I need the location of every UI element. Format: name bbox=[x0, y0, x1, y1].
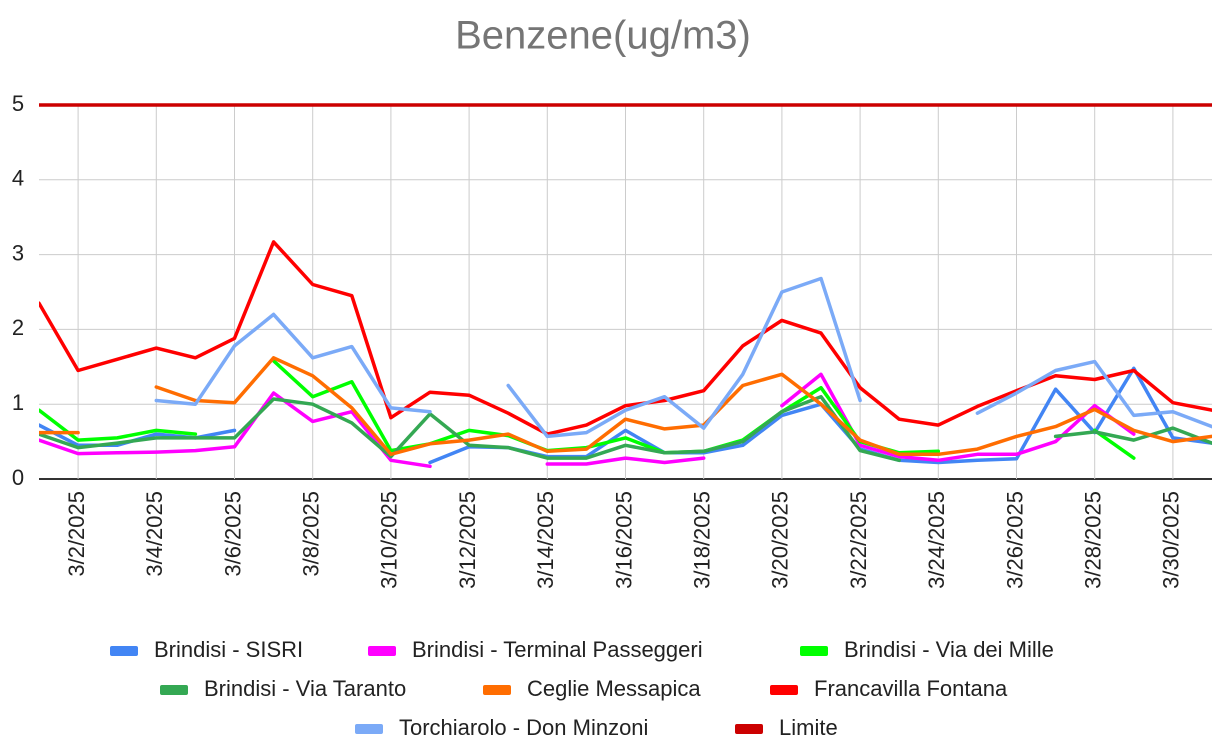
legend-label: Torchiarolo - Don Minzoni bbox=[399, 715, 648, 740]
x-tick-label: 3/22/2025 bbox=[846, 491, 871, 589]
y-tick-label: 0 bbox=[12, 465, 24, 490]
legend-swatch bbox=[735, 724, 763, 734]
y-tick-label: 3 bbox=[12, 240, 24, 265]
legend-label: Limite bbox=[779, 715, 838, 740]
legend-label: Brindisi - Via Taranto bbox=[204, 676, 406, 701]
labels: 0 1 2 3 4 5 3/2/2025 3/4/2025 3/6/2025 3/8/2025 3/… bbox=[12, 91, 1184, 740]
y-tick-label: 1 bbox=[12, 390, 24, 415]
x-tick-label: 3/6/2025 bbox=[220, 491, 245, 577]
series-line bbox=[39, 372, 1136, 469]
y-tick-label: 5 bbox=[12, 91, 24, 116]
legend-label: Francavilla Fontana bbox=[814, 676, 1008, 701]
legend-swatch bbox=[355, 724, 383, 734]
series-line bbox=[39, 356, 1212, 457]
legend-label: Brindisi - Terminal Passeggeri bbox=[412, 637, 703, 662]
x-tick-label: 3/10/2025 bbox=[377, 491, 402, 589]
legend-swatch bbox=[160, 685, 188, 695]
legend-label: Brindisi - Via dei Mille bbox=[844, 637, 1054, 662]
x-tick-label: 3/24/2025 bbox=[924, 491, 949, 589]
plot-area bbox=[39, 103, 1212, 469]
series-line bbox=[39, 394, 1212, 463]
y-tick-label: 2 bbox=[12, 315, 24, 340]
legend-swatch bbox=[770, 685, 798, 695]
chart-title: Benzene(ug/m3) bbox=[455, 14, 751, 58]
y-tick-label: 4 bbox=[12, 166, 24, 191]
x-tick-label: 3/14/2025 bbox=[533, 491, 558, 589]
legend-swatch bbox=[110, 646, 138, 656]
x-tick-label: 3/12/2025 bbox=[455, 491, 480, 589]
legend-swatch bbox=[483, 685, 511, 695]
series-line bbox=[154, 276, 1212, 439]
x-tick-label: 3/4/2025 bbox=[142, 491, 167, 577]
x-tick-label: 3/28/2025 bbox=[1081, 491, 1106, 589]
legend-label: Ceglie Messapica bbox=[527, 676, 701, 701]
x-tick-label: 3/2/2025 bbox=[64, 491, 89, 577]
legend-swatch bbox=[800, 646, 828, 656]
x-tick-label: 3/20/2025 bbox=[768, 491, 793, 589]
legend-label: Brindisi - SISRI bbox=[154, 637, 303, 662]
x-tick-label: 3/26/2025 bbox=[1002, 491, 1027, 589]
x-tick-label: 3/30/2025 bbox=[1159, 491, 1184, 589]
series-line bbox=[39, 240, 1212, 436]
x-tick-label: 3/16/2025 bbox=[611, 491, 636, 589]
x-tick-label: 3/8/2025 bbox=[299, 491, 324, 577]
legend-swatch bbox=[368, 646, 396, 656]
x-tick-label: 3/18/2025 bbox=[690, 491, 715, 589]
